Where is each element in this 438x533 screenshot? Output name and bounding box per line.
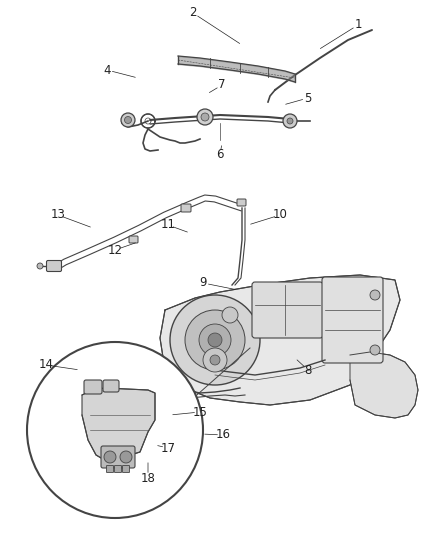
Polygon shape [82, 388, 155, 462]
Polygon shape [160, 275, 400, 405]
Text: 11: 11 [160, 219, 176, 231]
Circle shape [201, 113, 209, 121]
Text: 14: 14 [39, 359, 53, 372]
Circle shape [182, 422, 202, 442]
Circle shape [185, 310, 245, 370]
FancyBboxPatch shape [106, 465, 113, 472]
Circle shape [210, 355, 220, 365]
FancyBboxPatch shape [103, 380, 119, 392]
Circle shape [203, 348, 227, 372]
Circle shape [124, 117, 131, 124]
Circle shape [187, 427, 197, 437]
Circle shape [121, 113, 135, 127]
Text: 13: 13 [50, 208, 65, 222]
Circle shape [170, 295, 260, 385]
FancyBboxPatch shape [181, 204, 191, 212]
Text: 12: 12 [107, 244, 123, 256]
FancyBboxPatch shape [84, 380, 102, 394]
FancyBboxPatch shape [237, 199, 246, 206]
Text: 5: 5 [304, 92, 312, 104]
Text: 4: 4 [103, 63, 111, 77]
Circle shape [222, 307, 238, 323]
Circle shape [199, 324, 231, 356]
Text: 16: 16 [215, 429, 230, 441]
Polygon shape [350, 352, 418, 418]
Circle shape [370, 290, 380, 300]
Text: 15: 15 [193, 406, 208, 418]
Circle shape [37, 263, 43, 269]
Text: 8: 8 [304, 364, 312, 376]
Text: 9: 9 [199, 277, 207, 289]
FancyBboxPatch shape [46, 261, 61, 271]
Circle shape [27, 342, 203, 518]
FancyBboxPatch shape [129, 236, 138, 243]
FancyBboxPatch shape [252, 282, 323, 338]
Text: 10: 10 [272, 208, 287, 222]
Circle shape [197, 109, 213, 125]
Text: 7: 7 [218, 78, 226, 92]
Text: 6: 6 [216, 149, 224, 161]
Text: 1: 1 [354, 19, 362, 31]
Text: 2: 2 [189, 6, 197, 20]
FancyBboxPatch shape [101, 446, 135, 468]
Text: 18: 18 [141, 472, 155, 484]
Circle shape [208, 333, 222, 347]
Circle shape [287, 118, 293, 124]
FancyBboxPatch shape [114, 465, 121, 472]
FancyBboxPatch shape [123, 465, 130, 472]
Text: 17: 17 [160, 441, 176, 455]
Circle shape [283, 114, 297, 128]
FancyBboxPatch shape [322, 277, 383, 363]
Circle shape [120, 451, 132, 463]
Circle shape [104, 451, 116, 463]
Circle shape [370, 345, 380, 355]
